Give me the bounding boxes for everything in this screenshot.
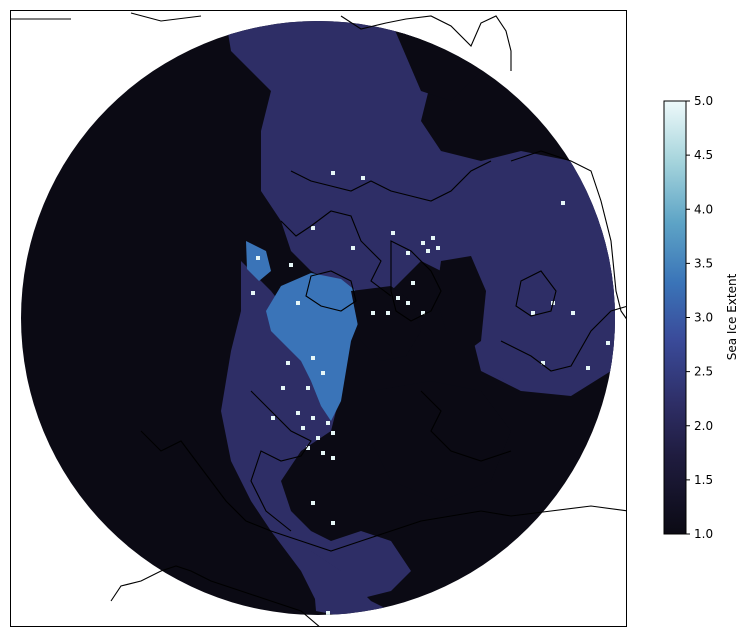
max-value-cell bbox=[436, 246, 440, 250]
max-value-cell bbox=[571, 311, 575, 315]
max-value-cell bbox=[311, 501, 315, 505]
colorbar-tick-label: 2.0 bbox=[694, 419, 713, 433]
max-value-cell bbox=[586, 366, 590, 370]
max-value-cell bbox=[306, 386, 310, 390]
max-value-cell bbox=[271, 416, 275, 420]
max-value-cell bbox=[251, 291, 255, 295]
max-value-cell bbox=[331, 431, 335, 435]
max-value-cell bbox=[606, 341, 610, 345]
max-value-cell bbox=[431, 236, 435, 240]
max-value-cell bbox=[371, 311, 375, 315]
colorbar-tick-label: 3.5 bbox=[694, 256, 713, 270]
colorbar-tick-label: 2.5 bbox=[694, 365, 713, 379]
max-value-cell bbox=[256, 256, 260, 260]
colorbar-label: Sea Ice Extent bbox=[725, 273, 739, 360]
max-value-cell bbox=[321, 451, 325, 455]
max-value-cell bbox=[326, 611, 330, 615]
max-value-cell bbox=[361, 176, 365, 180]
max-value-cell bbox=[421, 241, 425, 245]
max-value-cell bbox=[286, 361, 290, 365]
colorbar-tick-label: 1.0 bbox=[694, 527, 713, 541]
max-value-cell bbox=[281, 386, 285, 390]
max-value-cell bbox=[561, 201, 565, 205]
max-value-cell bbox=[321, 371, 325, 375]
map-panel bbox=[10, 10, 627, 627]
colorbar-tick-label: 5.0 bbox=[694, 94, 713, 108]
max-value-cell bbox=[289, 263, 293, 267]
max-value-cell bbox=[331, 456, 335, 460]
max-value-cell bbox=[301, 426, 305, 430]
max-value-cell bbox=[296, 301, 300, 305]
max-value-cell bbox=[331, 171, 335, 175]
max-value-cell bbox=[531, 311, 535, 315]
max-value-cell bbox=[326, 421, 330, 425]
colorbar-ticks: 1.0 1.5 2.0 2.5 3.0 3.5 4.0 4.5 5.0 bbox=[686, 94, 713, 541]
colorbar-tick-label: 4.5 bbox=[694, 148, 713, 162]
max-value-cell bbox=[396, 296, 400, 300]
max-value-cell bbox=[426, 249, 430, 253]
max-value-cell bbox=[406, 251, 410, 255]
colorbar-tick-label: 1.5 bbox=[694, 473, 713, 487]
max-value-cell bbox=[311, 226, 315, 230]
colorbar-tick-label: 3.0 bbox=[694, 311, 713, 325]
max-value-cell bbox=[331, 521, 335, 525]
colorbar-tick-label: 4.0 bbox=[694, 202, 713, 216]
colorbar: 1.0 1.5 2.0 2.5 3.0 3.5 4.0 4.5 5.0 Sea Ice Exte… bbox=[664, 95, 744, 545]
max-value-cell bbox=[316, 436, 320, 440]
colorbar-gradient bbox=[664, 101, 686, 534]
max-value-cell bbox=[296, 411, 300, 415]
max-value-cell bbox=[411, 281, 415, 285]
data-disk bbox=[11, 11, 627, 627]
max-value-cell bbox=[311, 416, 315, 420]
max-value-cell bbox=[406, 301, 410, 305]
max-value-cell bbox=[386, 311, 390, 315]
max-value-cell bbox=[311, 356, 315, 360]
max-value-cell bbox=[391, 231, 395, 235]
polar-sea-ice-map bbox=[11, 11, 627, 627]
max-value-cell bbox=[351, 246, 355, 250]
